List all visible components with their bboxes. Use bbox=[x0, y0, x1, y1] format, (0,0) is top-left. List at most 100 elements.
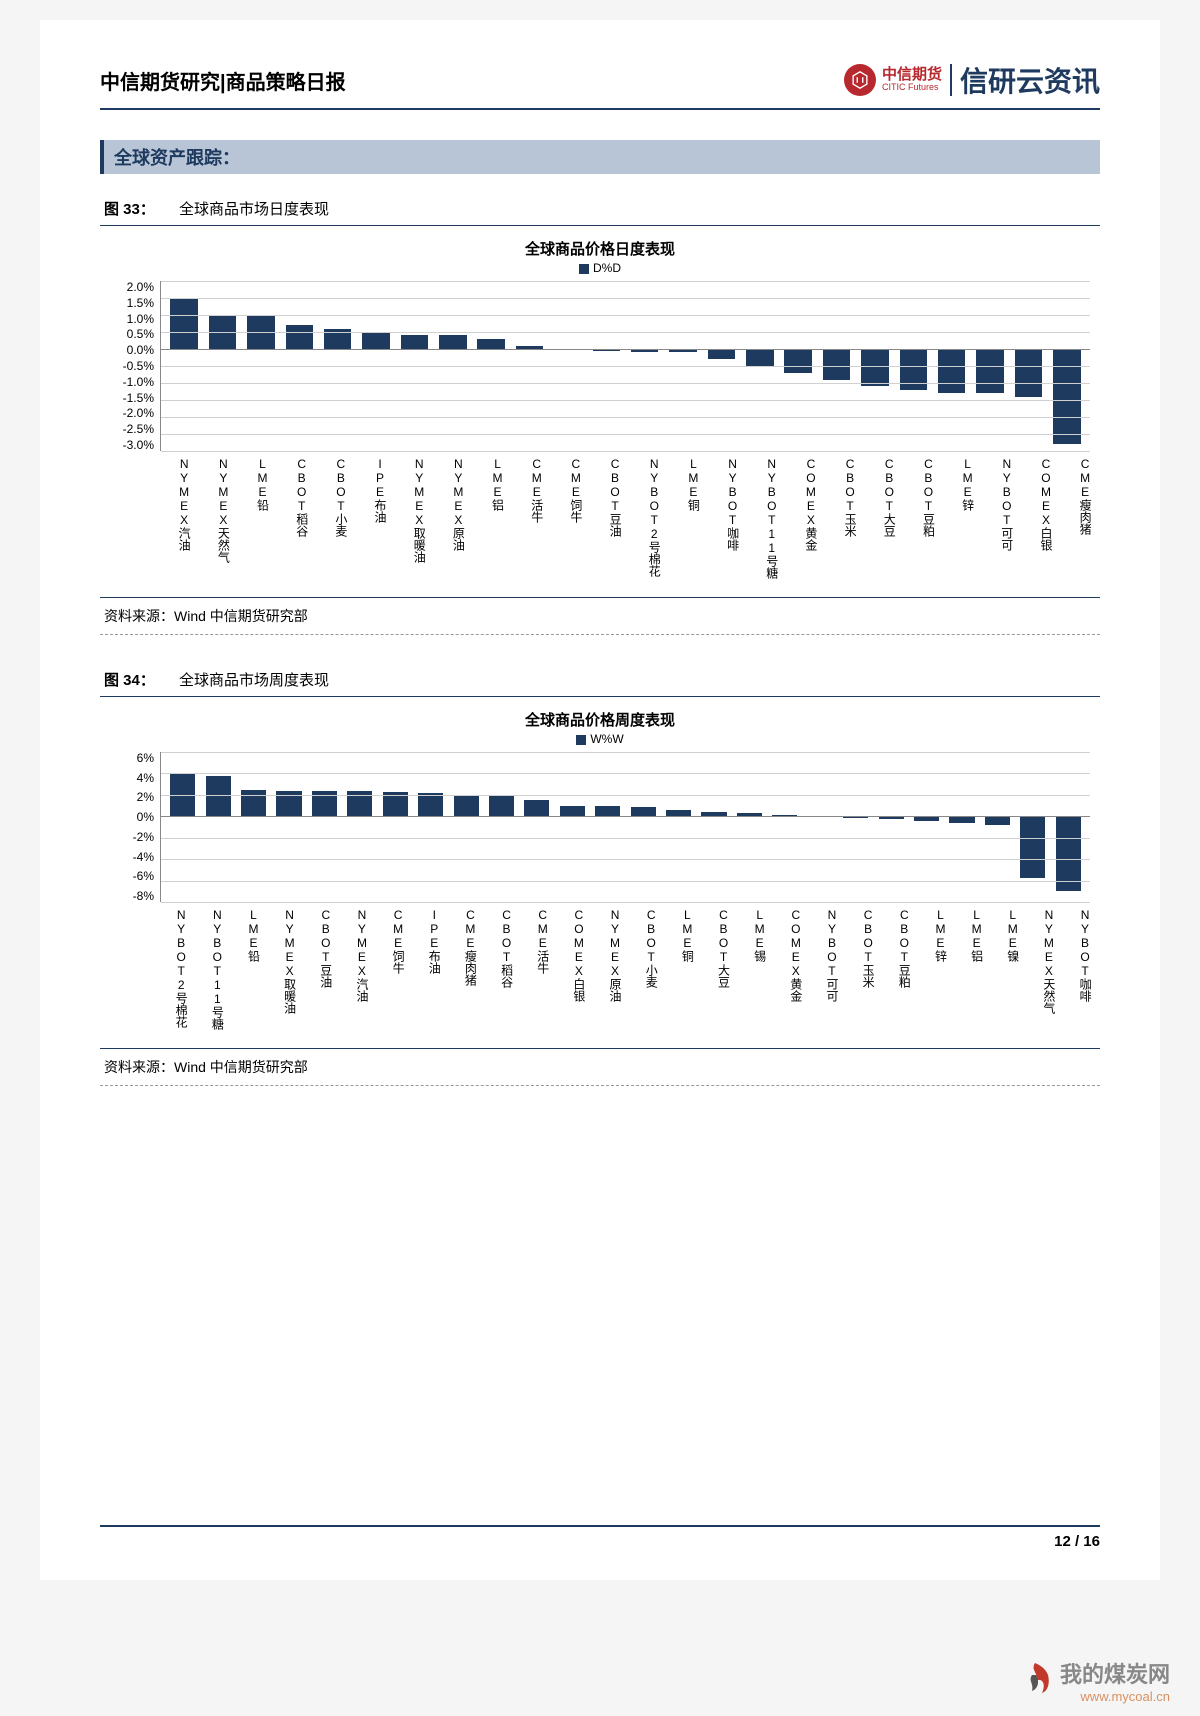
grid-line bbox=[161, 434, 1090, 435]
flame-icon bbox=[1018, 1661, 1052, 1701]
x-label: NYMEX汽油 bbox=[158, 457, 193, 587]
bar-column bbox=[273, 752, 304, 902]
grid-line bbox=[161, 315, 1090, 316]
bar bbox=[286, 325, 314, 349]
y-tick: -8% bbox=[133, 890, 154, 902]
page: 中信期货研究|商品策略日报 中信期货 CITIC Futures 信研云资讯 全… bbox=[40, 20, 1160, 1580]
x-label: LME镍 bbox=[990, 908, 1022, 1038]
x-label: NYMEX取暖油 bbox=[393, 457, 428, 587]
y-tick: 1.0% bbox=[127, 313, 154, 325]
x-label: LME锌 bbox=[917, 908, 949, 1038]
header-logos: 中信期货 CITIC Futures 信研云资讯 bbox=[844, 60, 1100, 100]
section-header: 全球资产跟踪： bbox=[100, 140, 1100, 174]
x-label: NYBOT11号糖 bbox=[746, 457, 781, 587]
x-label: CBOT大豆 bbox=[700, 908, 732, 1038]
y-tick: 2.0% bbox=[127, 281, 154, 293]
grid-line bbox=[161, 859, 1090, 860]
bar-column bbox=[450, 752, 481, 902]
y-tick: -2% bbox=[133, 831, 154, 843]
x-label: NYBOT咖啡 bbox=[706, 457, 741, 587]
x-label: CME活牛 bbox=[520, 908, 552, 1038]
chart-34-source: 资料来源：Wind 中信期货研究部 bbox=[100, 1048, 1100, 1086]
chart-34-number: 图 34： bbox=[104, 672, 155, 689]
bar bbox=[418, 793, 443, 817]
chart-34-area bbox=[160, 752, 1090, 902]
x-label: CBOT稻谷 bbox=[276, 457, 311, 587]
bar-column bbox=[521, 752, 552, 902]
x-label: CBOT豆粕 bbox=[881, 908, 913, 1038]
x-label: LME铜 bbox=[664, 908, 696, 1038]
bar bbox=[1015, 349, 1043, 397]
bar bbox=[401, 335, 429, 349]
watermark-url: www.mycoal.cn bbox=[1060, 1689, 1170, 1704]
grid-line bbox=[161, 902, 1090, 903]
grid-line bbox=[161, 773, 1090, 774]
bar-column bbox=[592, 752, 623, 902]
y-tick: 6% bbox=[137, 752, 154, 764]
bar bbox=[524, 800, 549, 816]
x-label: LME锡 bbox=[737, 908, 769, 1038]
x-label: LME铅 bbox=[230, 908, 262, 1038]
x-label: CBOT豆油 bbox=[303, 908, 335, 1038]
bar bbox=[489, 795, 514, 816]
bar bbox=[823, 349, 851, 380]
bar-column bbox=[1017, 752, 1048, 902]
chart-34-legend: W%W bbox=[100, 732, 1100, 746]
chart-33-xlabels: NYMEX汽油NYMEX天然气LME铅CBOT稻谷CBOT小麦IPE布油NYME… bbox=[100, 451, 1100, 587]
bar-column bbox=[415, 752, 446, 902]
bar-column bbox=[805, 752, 836, 902]
y-tick: -3.0% bbox=[123, 439, 154, 451]
x-label: NYMEX取暖油 bbox=[266, 908, 298, 1038]
bar-column bbox=[486, 752, 517, 902]
bar-column bbox=[344, 752, 375, 902]
y-tick: 0.5% bbox=[127, 328, 154, 340]
chart-34-label-text: 全球商品市场周度表现 bbox=[179, 672, 329, 689]
y-tick: -6% bbox=[133, 870, 154, 882]
y-tick: -2.5% bbox=[123, 423, 154, 435]
y-tick: -1.0% bbox=[123, 376, 154, 388]
chart-34-legend-text: W%W bbox=[590, 732, 623, 746]
chart-34-bars bbox=[161, 752, 1090, 902]
bar bbox=[170, 298, 198, 349]
watermark-main: 我的煤炭网 bbox=[1060, 1657, 1170, 1689]
bar-column bbox=[911, 752, 942, 902]
bar-column bbox=[627, 752, 658, 902]
page-header: 中信期货研究|商品策略日报 中信期货 CITIC Futures 信研云资讯 bbox=[100, 60, 1100, 110]
grid-line bbox=[161, 349, 1090, 350]
chart-33-number: 图 33： bbox=[104, 201, 155, 218]
grid-line bbox=[161, 417, 1090, 418]
y-tick: 1.5% bbox=[127, 297, 154, 309]
grid-line bbox=[161, 451, 1090, 452]
chart-33: 图 33： 全球商品市场日度表现 全球商品价格日度表现 D%D 2.0%1.5%… bbox=[100, 194, 1100, 635]
chart-34-yaxis: 6%4%2%0%-2%-4%-6%-8% bbox=[110, 752, 160, 902]
bar bbox=[439, 335, 467, 349]
x-label: CBOT小麦 bbox=[315, 457, 350, 587]
legend-square-icon bbox=[576, 735, 586, 745]
watermark: 我的煤炭网 www.mycoal.cn bbox=[1018, 1657, 1170, 1704]
xinyan-logo: 信研云资讯 bbox=[960, 60, 1100, 100]
bar bbox=[560, 806, 585, 817]
bar bbox=[985, 816, 1010, 825]
x-label: CBOT豆粕 bbox=[902, 457, 937, 587]
x-label: CBOT豆油 bbox=[589, 457, 624, 587]
y-tick: -4% bbox=[133, 851, 154, 863]
x-label: NYMEX天然气 bbox=[1026, 908, 1058, 1038]
x-label: COMEX黄金 bbox=[773, 908, 805, 1038]
logo-divider bbox=[950, 64, 952, 96]
grid-line bbox=[161, 366, 1090, 367]
citic-logo-cn: 中信期货 bbox=[882, 67, 942, 84]
bar-column bbox=[557, 752, 588, 902]
x-label: CME瘦肉猪 bbox=[447, 908, 479, 1038]
bar bbox=[241, 790, 266, 817]
bar-column bbox=[769, 752, 800, 902]
grid-line bbox=[161, 816, 1090, 817]
bar bbox=[708, 349, 736, 359]
x-label: LME铝 bbox=[471, 457, 506, 587]
x-label: NYMEX原油 bbox=[592, 908, 624, 1038]
chart-33-legend: D%D bbox=[100, 261, 1100, 275]
bar bbox=[206, 776, 231, 817]
bar bbox=[454, 795, 479, 816]
bar bbox=[746, 349, 774, 366]
x-label: LME铅 bbox=[236, 457, 271, 587]
chart-33-label-text: 全球商品市场日度表现 bbox=[179, 201, 329, 218]
